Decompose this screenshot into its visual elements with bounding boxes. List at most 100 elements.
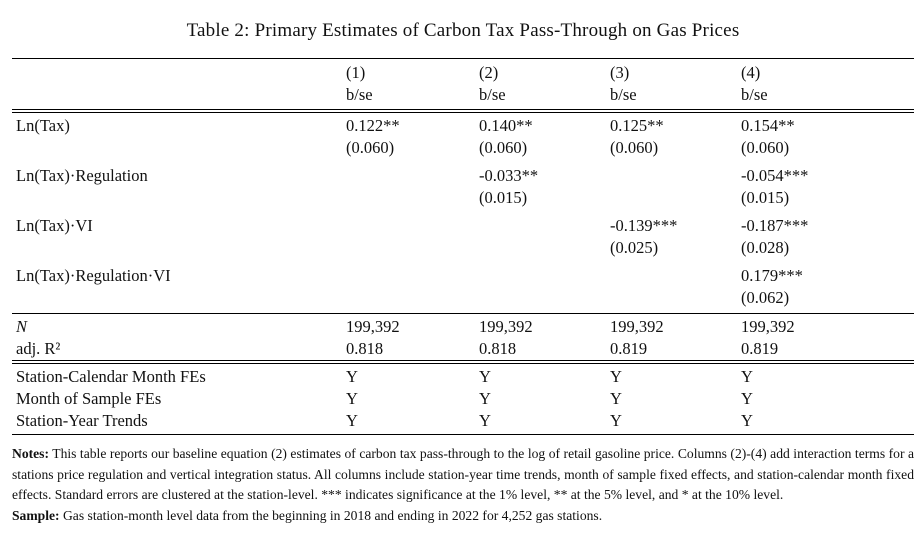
- estimate-cell: 0.179***: [741, 266, 803, 285]
- fe-label: Month of Sample FEs: [16, 389, 162, 408]
- se-cell: [342, 237, 475, 263]
- se-cell: (0.060): [741, 138, 790, 157]
- coef-row-lntax: Ln(Tax) 0.122** 0.140** 0.125** 0.154**: [12, 111, 914, 137]
- fe-label: Station-Calendar Month FEs: [12, 360, 342, 388]
- header-row: (1) (2) (3) (4): [12, 58, 914, 84]
- se-row-lntax-vi: (0.025) (0.028): [12, 237, 914, 263]
- page: Table 2: Primary Estimates of Carbon Tax…: [12, 20, 914, 527]
- se-cell: (0.015): [741, 188, 790, 207]
- fe-cell: Y: [610, 389, 622, 408]
- se-cell: (0.028): [741, 238, 790, 257]
- table-notes: Notes: This table reports our baseline e…: [12, 444, 914, 527]
- se-cell: [475, 287, 606, 314]
- stat-row-adj-r2: adj. R² 0.818 0.818 0.819 0.819: [12, 338, 914, 362]
- col-header-4: (4): [737, 58, 914, 84]
- se-cell: [606, 187, 737, 213]
- col-subheader-4: b/se: [737, 84, 914, 113]
- stat-cell: 199,392: [737, 313, 914, 338]
- se-cell: [342, 287, 475, 314]
- col-header-1: (1): [342, 58, 475, 84]
- estimate-cell: [606, 163, 737, 187]
- notes-label: Notes:: [12, 446, 49, 461]
- estimate-cell: [606, 263, 737, 287]
- fe-cell: Y: [475, 410, 606, 435]
- empty-cell: [12, 187, 342, 213]
- estimate-cell: [342, 263, 475, 287]
- row-label: Ln(Tax)·VI: [16, 216, 93, 235]
- fe-cell: Y: [606, 360, 737, 388]
- estimate-cell: [342, 163, 475, 187]
- col-subheader-2: b/se: [475, 84, 606, 113]
- stat-cell: 0.819: [741, 339, 779, 358]
- se-cell: (0.060): [346, 138, 395, 157]
- fe-cell: Y: [737, 360, 914, 388]
- regression-table: (1) (2) (3) (4) b/se b/se b/se b/se Ln(T…: [12, 58, 914, 435]
- se-row-lntax-regulation: (0.015) (0.015): [12, 187, 914, 213]
- notes-paragraph: Notes: This table reports our baseline e…: [12, 444, 914, 506]
- stat-cell: 199,392: [606, 313, 737, 338]
- fe-label: Station-Year Trends: [12, 410, 342, 435]
- coef-row-lntax-regulation: Ln(Tax)·Regulation -0.033** -0.054***: [12, 163, 914, 187]
- empty-cell: [12, 137, 342, 163]
- estimate-cell: -0.187***: [741, 216, 809, 235]
- empty-cell: [12, 287, 342, 314]
- table-title: Table 2: Primary Estimates of Carbon Tax…: [186, 20, 740, 41]
- estimate-cell: [342, 213, 475, 237]
- stat-cell: 0.818: [346, 339, 384, 358]
- fe-cell: Y: [342, 410, 475, 435]
- estimate-cell: 0.154**: [741, 116, 795, 135]
- estimate-cell: [475, 213, 606, 237]
- notes-text: This table reports our baseline equation…: [12, 446, 915, 503]
- row-label: Ln(Tax)·Regulation·VI: [16, 266, 171, 285]
- se-cell: (0.015): [479, 188, 528, 207]
- stat-cell: 0.819: [610, 339, 648, 358]
- subheader-row: b/se b/se b/se b/se: [12, 84, 914, 113]
- subheader-empty-cell: [12, 84, 342, 113]
- row-label: Ln(Tax): [16, 116, 70, 135]
- estimate-cell: -0.139***: [610, 216, 678, 235]
- empty-cell: [12, 237, 342, 263]
- fe-cell: Y: [479, 389, 491, 408]
- stat-cell: 199,392: [475, 313, 606, 338]
- col-header-2: (2): [475, 58, 606, 84]
- estimate-cell: -0.033**: [479, 166, 539, 185]
- col-subheader-1: b/se: [342, 84, 475, 113]
- stat-row-n: N 199,392 199,392 199,392 199,392: [12, 313, 914, 338]
- se-row-lntax: (0.060) (0.060) (0.060) (0.060): [12, 137, 914, 163]
- estimate-cell: 0.125**: [610, 116, 664, 135]
- row-label: Ln(Tax)·Regulation: [16, 166, 148, 185]
- se-cell: [342, 187, 475, 213]
- col-header-3: (3): [606, 58, 737, 84]
- fe-cell: Y: [346, 389, 358, 408]
- fe-cell: Y: [606, 410, 737, 435]
- stat-label-adj-r2: adj. R²: [16, 339, 61, 358]
- coef-row-lntax-regulation-vi: Ln(Tax)·Regulation·VI 0.179***: [12, 263, 914, 287]
- se-cell: [606, 287, 737, 314]
- se-cell: (0.060): [610, 138, 659, 157]
- sample-label: Sample:: [12, 507, 60, 523]
- se-row-lntax-regulation-vi: (0.062): [12, 287, 914, 314]
- estimate-cell: -0.054***: [741, 166, 809, 185]
- fe-cell: Y: [342, 360, 475, 388]
- fe-row-station-calendar-month: Station-Calendar Month FEs Y Y Y Y: [12, 360, 914, 388]
- stat-cell: 0.818: [479, 339, 517, 358]
- stat-label-n: N: [12, 313, 342, 338]
- fe-row-month-of-sample: Month of Sample FEs Y Y Y Y: [12, 388, 914, 410]
- se-cell: [475, 237, 606, 263]
- stat-cell: 199,392: [342, 313, 475, 338]
- fe-cell: Y: [737, 410, 914, 435]
- sample-paragraph: Sample: Gas station-month level data fro…: [12, 506, 914, 527]
- fe-row-station-year-trends: Station-Year Trends Y Y Y Y: [12, 410, 914, 435]
- col-subheader-3: b/se: [606, 84, 737, 113]
- fe-cell: Y: [475, 360, 606, 388]
- sample-text: Gas station-month level data from the be…: [62, 507, 603, 523]
- estimate-cell: [475, 263, 606, 287]
- header-empty-cell: [12, 58, 342, 84]
- se-cell: (0.025): [610, 238, 659, 257]
- estimate-cell: 0.122**: [346, 116, 400, 135]
- fe-cell: Y: [741, 389, 753, 408]
- coef-row-lntax-vi: Ln(Tax)·VI -0.139*** -0.187***: [12, 213, 914, 237]
- estimate-cell: 0.140**: [479, 116, 533, 135]
- se-cell: (0.060): [479, 138, 528, 157]
- se-cell: (0.062): [741, 288, 790, 307]
